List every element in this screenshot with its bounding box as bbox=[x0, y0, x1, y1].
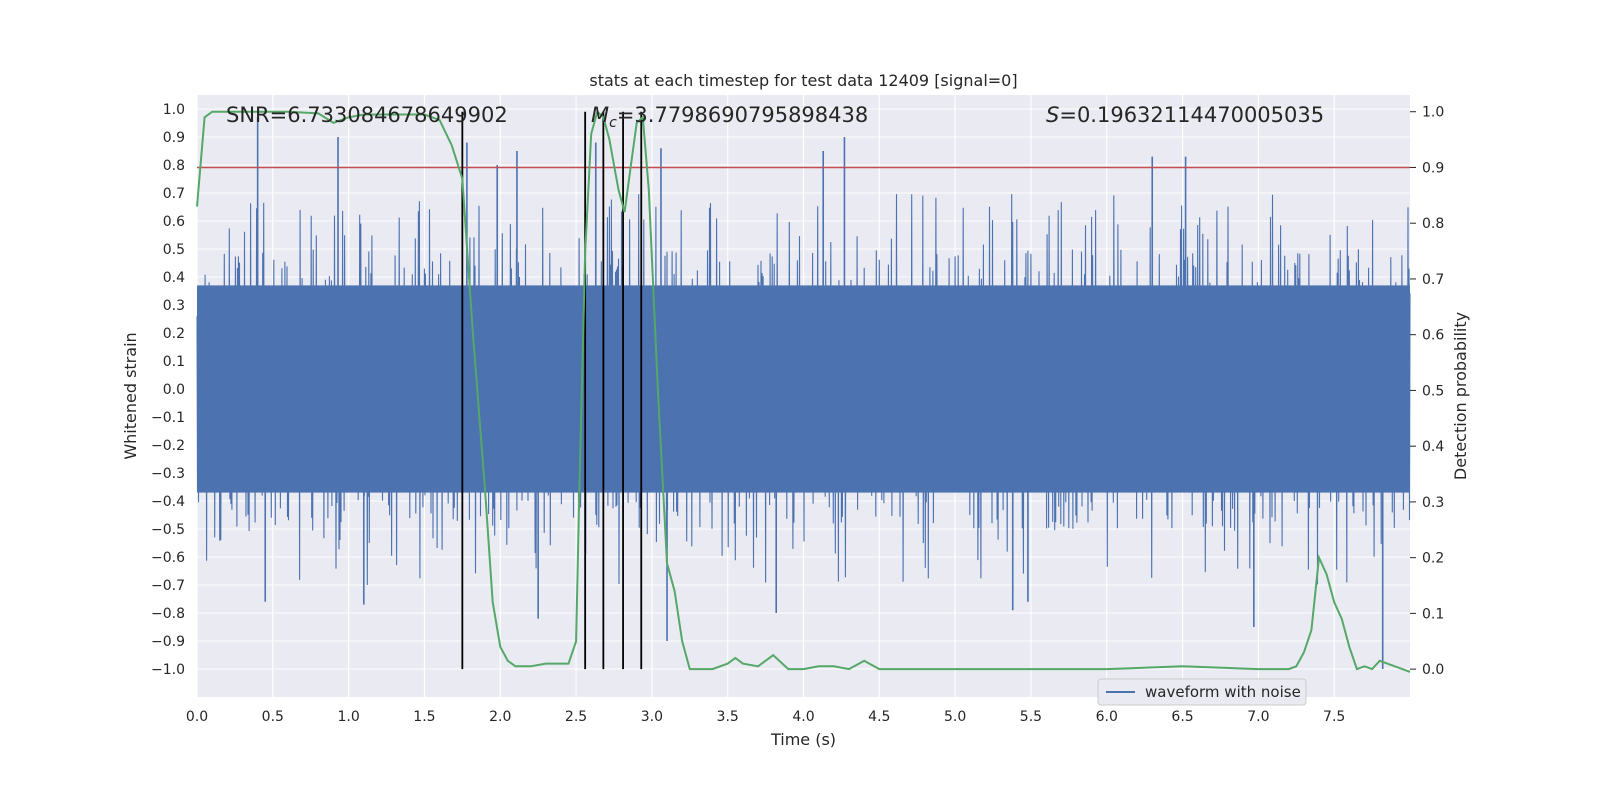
x-tick-label: 2.0 bbox=[489, 709, 511, 725]
legend-box bbox=[1097, 678, 1307, 706]
y-left-tick-label: 0.0 bbox=[163, 382, 185, 398]
y-right-tick-label: 0.4 bbox=[1422, 439, 1444, 455]
chirp-mass-value: =3.7798690795898438 bbox=[617, 103, 868, 127]
chirp-mass-annotation: Mc=3.7798690795898438 bbox=[591, 103, 868, 131]
y-left-tick-label: 1.0 bbox=[163, 102, 185, 118]
legend: waveform with noise bbox=[1097, 678, 1307, 706]
axis-ticks: 0.0 0.5 1.0 1.5 2.0 2.5 3.0 3.5 4.0 4.5 5.0 5.5 6.0 6… bbox=[151, 102, 1444, 725]
y-left-tick-label: 0.1 bbox=[163, 354, 185, 370]
y-left-tick-label: −1.0 bbox=[151, 662, 185, 678]
chirp-mass-symbol: M bbox=[591, 103, 609, 127]
y-left-tick-label: −0.6 bbox=[151, 550, 185, 566]
s-value: =0.19632114470005035 bbox=[1059, 103, 1324, 127]
chart-title: stats at each timestep for test data 124… bbox=[589, 71, 1017, 90]
legend-label-waveform: waveform with noise bbox=[1145, 683, 1301, 701]
y-left-tick-label: 0.7 bbox=[163, 186, 185, 202]
y-axis-label-right: Detection probability bbox=[1451, 312, 1470, 480]
waveform-series bbox=[196, 117, 1411, 669]
y-right-tick-label: 0.1 bbox=[1422, 606, 1444, 622]
x-tick-label: 1.5 bbox=[413, 709, 435, 725]
y-right-tick-label: 0.5 bbox=[1422, 383, 1444, 399]
x-tick-label: 7.0 bbox=[1247, 709, 1269, 725]
y-left-tick-label: −0.3 bbox=[151, 466, 185, 482]
x-tick-label: 5.0 bbox=[944, 709, 966, 725]
y-left-tick-label: 0.2 bbox=[163, 326, 185, 342]
s-annotation: S=0.19632114470005035 bbox=[1046, 103, 1324, 127]
y-left-tick-label: 0.6 bbox=[163, 214, 185, 230]
y-right-tick-label: 0.9 bbox=[1422, 160, 1444, 176]
x-tick-label: 0.0 bbox=[186, 709, 208, 725]
x-axis-label: Time (s) bbox=[770, 730, 836, 749]
y-left-tick-label: −0.5 bbox=[151, 522, 185, 538]
x-tick-label: 4.5 bbox=[868, 709, 890, 725]
x-tick-label: 4.0 bbox=[792, 709, 814, 725]
x-tick-label: 6.0 bbox=[1096, 709, 1118, 725]
x-tick-label: 0.5 bbox=[262, 709, 284, 725]
x-tick-label: 3.0 bbox=[641, 709, 663, 725]
snr-annotation: SNR=6.733084678649902 bbox=[226, 103, 508, 127]
y-left-tick-label: −0.8 bbox=[151, 606, 185, 622]
waveform-core-band bbox=[197, 285, 1410, 493]
probability-series bbox=[196, 109, 1411, 673]
probability-line bbox=[196, 109, 1411, 673]
y-left-tick-label: −0.9 bbox=[151, 634, 185, 650]
x-tick-label: 2.5 bbox=[565, 709, 587, 725]
x-tick-label: 5.5 bbox=[1020, 709, 1042, 725]
y-right-tick-label: 0.3 bbox=[1422, 495, 1444, 511]
y-right-tick-label: 1.0 bbox=[1422, 105, 1444, 121]
chirp-mass-subscript: c bbox=[609, 115, 617, 131]
x-tick-label: 1.0 bbox=[337, 709, 359, 725]
y-right-tick-label: 0.7 bbox=[1422, 272, 1444, 288]
x-tick-label: 7.5 bbox=[1323, 709, 1345, 725]
y-left-tick-label: 0.5 bbox=[163, 242, 185, 258]
y-left-tick-label: −0.1 bbox=[151, 410, 185, 426]
x-tick-label: 6.5 bbox=[1171, 709, 1193, 725]
y-right-tick-label: 0.2 bbox=[1422, 551, 1444, 567]
y-left-tick-label: 0.3 bbox=[163, 298, 185, 314]
y-axis-label-left: Whitened strain bbox=[121, 332, 140, 459]
y-left-tick-label: −0.4 bbox=[151, 494, 185, 510]
y-left-tick-label: −0.7 bbox=[151, 578, 185, 594]
y-left-tick-label: 0.4 bbox=[163, 270, 185, 286]
y-right-tick-label: 0.6 bbox=[1422, 328, 1444, 344]
y-right-tick-label: 0.8 bbox=[1422, 216, 1444, 232]
y-left-tick-label: −0.2 bbox=[151, 438, 185, 454]
y-right-tick-label: 0.0 bbox=[1422, 662, 1444, 678]
y-left-tick-label: 0.8 bbox=[163, 158, 185, 174]
s-symbol: S bbox=[1046, 103, 1059, 127]
y-left-tick-label: 0.9 bbox=[163, 130, 185, 146]
x-tick-label: 3.5 bbox=[717, 709, 739, 725]
